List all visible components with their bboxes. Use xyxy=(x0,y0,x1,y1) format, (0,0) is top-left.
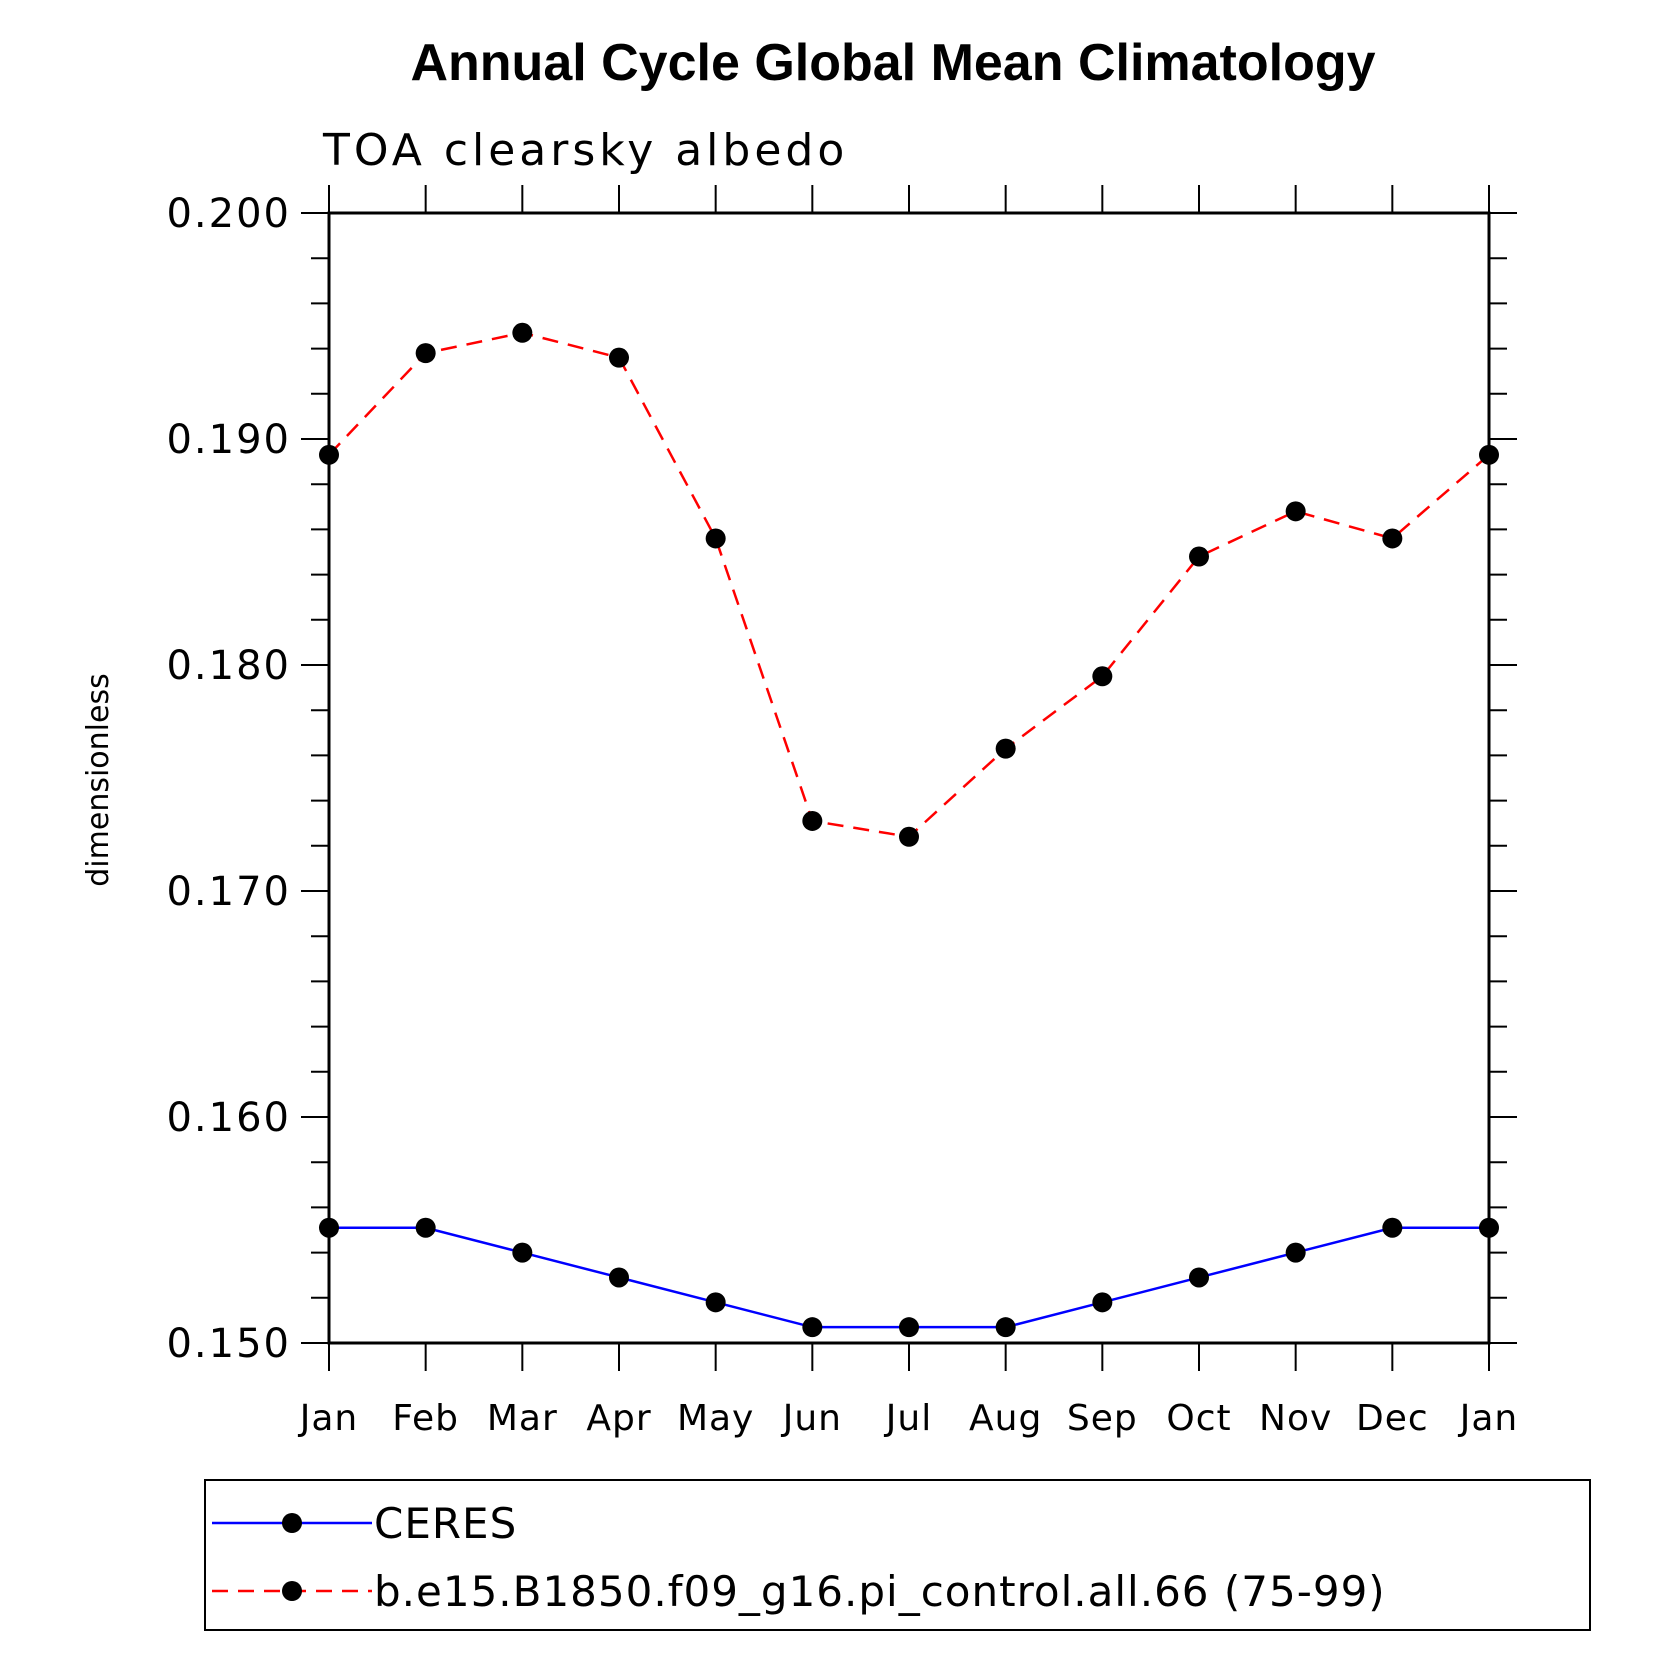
data-point-0 xyxy=(899,1317,919,1338)
legend-marker-0 xyxy=(282,1513,302,1533)
legend-label-0: CERES xyxy=(374,1499,517,1548)
data-point-1 xyxy=(899,826,919,847)
x-tick-label: Jul xyxy=(884,1398,932,1439)
y-axis-label: dimensionless xyxy=(81,673,116,886)
data-point-1 xyxy=(415,343,436,364)
legend-marker-1 xyxy=(282,1581,302,1601)
data-point-0 xyxy=(1092,1292,1113,1313)
data-point-0 xyxy=(319,1217,339,1238)
data-point-0 xyxy=(415,1217,436,1238)
data-point-0 xyxy=(609,1267,629,1288)
x-tick-label: May xyxy=(677,1398,754,1439)
y-tick-label: 0.180 xyxy=(166,643,291,689)
data-point-0 xyxy=(1285,1242,1306,1263)
data-point-1 xyxy=(705,528,726,549)
chart-title: Annual Cycle Global Mean Climatology xyxy=(410,34,1375,92)
legend-frame xyxy=(204,1479,1591,1631)
data-point-1 xyxy=(995,738,1016,759)
x-tick-label: Feb xyxy=(392,1398,459,1439)
series-line-0 xyxy=(329,1226,1489,1329)
data-point-1 xyxy=(609,347,629,368)
x-tick-label: Dec xyxy=(1356,1398,1429,1439)
data-point-0 xyxy=(705,1292,726,1313)
x-tick-label: Mar xyxy=(487,1398,558,1439)
y-tick-label: 0.170 xyxy=(166,869,291,915)
data-point-1 xyxy=(1285,501,1306,522)
data-point-0 xyxy=(995,1317,1016,1338)
data-point-1 xyxy=(1382,528,1403,549)
x-tick-label: Oct xyxy=(1166,1398,1231,1439)
legend: CERES b.e15.B1850.f09_g16.pi_control.all.… xyxy=(204,1479,1591,1631)
y-tick-label: 0.190 xyxy=(166,417,291,463)
y-tick-label: 0.150 xyxy=(166,1321,291,1367)
x-tick-label: Jan xyxy=(298,1398,359,1439)
legend-label-1: b.e15.B1850.f09_g16.pi_control.all.66 (7… xyxy=(374,1567,1386,1616)
y-tick-label: 0.200 xyxy=(166,191,291,237)
data-point-0 xyxy=(802,1317,823,1338)
data-point-0 xyxy=(1189,1267,1209,1288)
data-point-0 xyxy=(512,1242,533,1263)
x-tick-label: Jan xyxy=(1458,1398,1519,1439)
x-tick-label: Jun xyxy=(781,1398,842,1439)
data-point-1 xyxy=(802,810,823,831)
series-line-1 xyxy=(328,331,1490,839)
y-tick-label: 0.160 xyxy=(166,1095,291,1141)
data-point-1 xyxy=(319,444,339,465)
x-tick-label: Apr xyxy=(586,1398,651,1439)
x-tick-label: Aug xyxy=(969,1398,1042,1439)
data-point-0 xyxy=(1382,1217,1403,1238)
data-point-1 xyxy=(1189,546,1209,567)
data-point-1 xyxy=(1092,666,1113,687)
data-point-1 xyxy=(512,322,533,343)
plot-frame xyxy=(327,211,1491,1345)
x-tick-label: Nov xyxy=(1259,1398,1332,1439)
x-tick-label: Sep xyxy=(1067,1398,1138,1439)
chart-subtitle: TOA clearsky albedo xyxy=(322,125,848,176)
data-point-0 xyxy=(1479,1217,1499,1238)
data-point-1 xyxy=(1479,444,1499,465)
